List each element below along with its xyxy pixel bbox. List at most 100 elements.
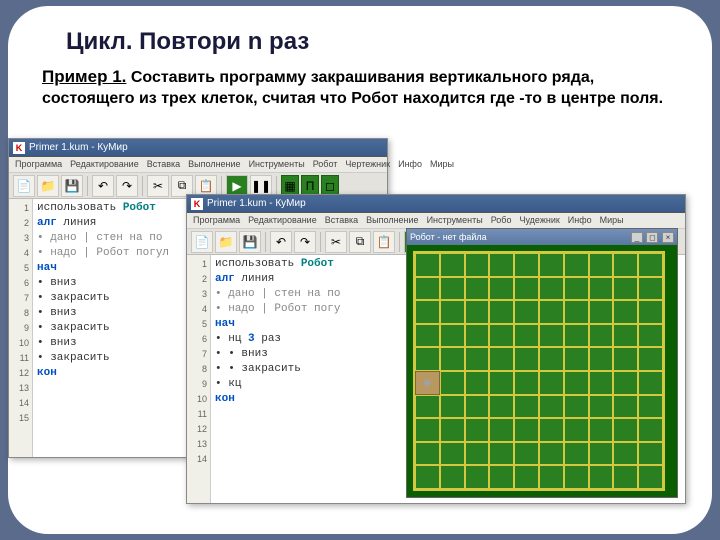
robot-marker[interactable] [415,371,440,395]
grid-cell[interactable] [613,300,638,324]
grid-cell[interactable] [514,465,539,489]
grid-cell[interactable] [589,300,614,324]
grid-cell[interactable] [415,418,440,442]
grid-cell[interactable] [539,418,564,442]
grid-cell[interactable] [589,253,614,277]
grid-cell[interactable] [613,442,638,466]
grid-cell[interactable] [564,347,589,371]
menu-item[interactable]: Инструменты [249,159,305,170]
grid-cell[interactable] [440,253,465,277]
grid-cell[interactable] [539,371,564,395]
robot-titlebar[interactable]: Робот - нет файла _ ◻ × [407,229,677,245]
grid-cell[interactable] [613,371,638,395]
grid-cell[interactable] [638,300,663,324]
grid-cell[interactable] [465,300,490,324]
grid-cell[interactable] [440,395,465,419]
grid-cell[interactable] [564,277,589,301]
menu-item[interactable]: Программа [193,215,240,226]
grid-cell[interactable] [415,253,440,277]
grid-cell[interactable] [489,395,514,419]
close-icon[interactable]: × [662,232,674,243]
redo-icon[interactable]: ↷ [116,175,138,197]
grid-cell[interactable] [415,465,440,489]
grid-cell[interactable] [514,347,539,371]
grid-cell[interactable] [589,371,614,395]
save-icon[interactable]: 💾 [239,231,261,253]
folder-icon[interactable]: 📁 [37,175,59,197]
grid-cell[interactable] [465,418,490,442]
menu-item[interactable]: Чудежник [519,215,559,226]
cut-icon[interactable]: ✂ [147,175,169,197]
grid-cell[interactable] [638,371,663,395]
menu-item[interactable]: Вставка [147,159,180,170]
grid-cell[interactable] [465,465,490,489]
menu-item[interactable]: Программа [15,159,62,170]
file-icon[interactable]: 📄 [191,231,213,253]
grid-cell[interactable] [489,324,514,348]
folder-icon[interactable]: 📁 [215,231,237,253]
grid-cell[interactable] [564,442,589,466]
menu-item[interactable]: Выполнение [188,159,240,170]
paste-icon[interactable]: 📋 [373,231,395,253]
undo-icon[interactable]: ↶ [92,175,114,197]
grid-cell[interactable] [589,465,614,489]
grid-cell[interactable] [539,442,564,466]
grid-cell[interactable] [514,371,539,395]
grid-cell[interactable] [539,324,564,348]
grid-cell[interactable] [638,465,663,489]
grid-cell[interactable] [638,395,663,419]
menu-item[interactable]: Инфо [398,159,422,170]
menu-item[interactable]: Выполнение [366,215,418,226]
grid-cell[interactable] [465,395,490,419]
grid-cell[interactable] [638,347,663,371]
grid-cell[interactable] [638,442,663,466]
cut-icon[interactable]: ✂ [325,231,347,253]
grid-cell[interactable] [415,277,440,301]
robot-grid[interactable] [413,251,665,491]
grid-cell[interactable] [613,253,638,277]
grid-cell[interactable] [465,347,490,371]
grid-cell[interactable] [613,465,638,489]
grid-cell[interactable] [514,324,539,348]
grid-cell[interactable] [440,418,465,442]
grid-cell[interactable] [440,442,465,466]
grid-cell[interactable] [489,418,514,442]
grid-cell[interactable] [489,347,514,371]
menu-item[interactable]: Миры [600,215,624,226]
grid-cell[interactable] [638,277,663,301]
copy-icon[interactable]: ⧉ [349,231,371,253]
grid-cell[interactable] [564,253,589,277]
grid-cell[interactable] [564,371,589,395]
grid-cell[interactable] [613,418,638,442]
grid-cell[interactable] [539,300,564,324]
save-icon[interactable]: 💾 [61,175,83,197]
grid-cell[interactable] [613,395,638,419]
menu-item[interactable]: Инструменты [427,215,483,226]
grid-cell[interactable] [489,465,514,489]
grid-cell[interactable] [589,442,614,466]
grid-cell[interactable] [440,465,465,489]
grid-cell[interactable] [638,324,663,348]
grid-cell[interactable] [613,347,638,371]
undo-icon[interactable]: ↶ [270,231,292,253]
grid-cell[interactable] [489,253,514,277]
menu-item[interactable]: Инфо [568,215,592,226]
menu-item[interactable]: Робо [491,215,512,226]
menu-item[interactable]: Чертежник [345,159,390,170]
grid-cell[interactable] [539,347,564,371]
grid-cell[interactable] [589,277,614,301]
grid-cell[interactable] [539,253,564,277]
redo-icon[interactable]: ↷ [294,231,316,253]
grid-cell[interactable] [638,418,663,442]
grid-cell[interactable] [589,395,614,419]
grid-cell[interactable] [489,277,514,301]
grid-cell[interactable] [465,442,490,466]
grid-cell[interactable] [440,277,465,301]
grid-cell[interactable] [539,395,564,419]
grid-cell[interactable] [613,277,638,301]
grid-cell[interactable] [415,347,440,371]
grid-cell[interactable] [415,300,440,324]
titlebar-1[interactable]: K Primer 1.kum - КуМир [9,139,387,157]
minimize-icon[interactable]: _ [631,232,643,243]
grid-cell[interactable] [415,442,440,466]
